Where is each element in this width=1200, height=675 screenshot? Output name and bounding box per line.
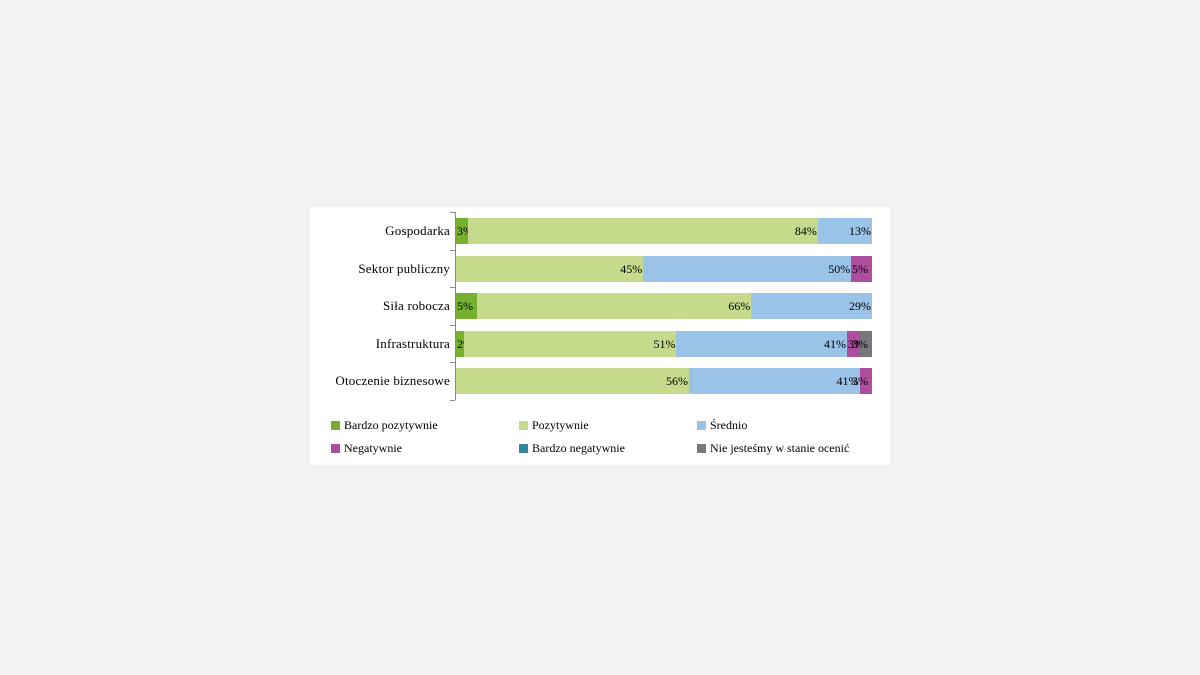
axis-tick bbox=[450, 324, 455, 326]
legend-swatch-icon bbox=[519, 443, 528, 453]
bar-row: Sektor publiczny 45% 50% 5% bbox=[310, 250, 890, 288]
legend-swatch-icon bbox=[697, 443, 706, 453]
bar-segment-negatywnie bbox=[859, 368, 872, 395]
bar-segment-nie-jesteśmy-w-stanie-ocenić bbox=[859, 330, 872, 357]
legend-label: Bardzo pozytywnie bbox=[344, 417, 438, 432]
legend: Bardzo pozytywnie Pozytywnie Średnio Negaty… bbox=[310, 412, 890, 465]
category-label: Otoczenie biznesowe bbox=[335, 373, 450, 389]
axis-tick bbox=[450, 212, 455, 213]
chart-panel: Gospodarka 3% 84% 13% Sektor publiczny 45% 50%… bbox=[310, 207, 890, 465]
legend-item: Negatywnie bbox=[331, 440, 402, 456]
data-label: 51% bbox=[653, 336, 676, 351]
category-label: Infrastruktura bbox=[375, 335, 450, 351]
category-label: Sektor publiczny bbox=[358, 260, 450, 276]
data-label: 13% bbox=[849, 224, 871, 238]
bar-segment-pozytywnie bbox=[476, 293, 752, 320]
data-label: 5% bbox=[457, 299, 473, 314]
legend-swatch-icon bbox=[697, 420, 706, 430]
legend-label: Bardzo negatywnie bbox=[532, 440, 625, 455]
data-label: 5% bbox=[852, 261, 868, 276]
legend-item: Bardzo pozytywnie bbox=[331, 417, 438, 433]
bar-row: Infrastruktura2%51%41%3%3% bbox=[310, 325, 890, 363]
axis-tick bbox=[450, 287, 455, 289]
data-label: 84% bbox=[794, 224, 817, 238]
bar-segment-średnio bbox=[688, 368, 860, 395]
axis-tick bbox=[450, 400, 455, 401]
data-label: 56% bbox=[665, 374, 688, 389]
data-label: 41% bbox=[824, 336, 847, 351]
bar-row: Otoczenie biznesowe 56% 41% 3% bbox=[310, 362, 890, 400]
legend-swatch-icon bbox=[331, 443, 340, 453]
bar-track: 45% 50% 5% bbox=[456, 255, 872, 282]
bar-segment-średnio bbox=[643, 255, 852, 282]
bar-segment-pozytywnie bbox=[456, 255, 644, 282]
plot-area: Gospodarka 3% 84% 13% Sektor publiczny 45% 50%… bbox=[310, 212, 890, 401]
axis-tick bbox=[450, 249, 455, 251]
legend-swatch-icon bbox=[519, 420, 528, 430]
data-label: 50% bbox=[828, 261, 851, 276]
data-label: 29% bbox=[849, 299, 871, 314]
legend-label: Negatywnie bbox=[344, 440, 402, 455]
legend-label: Nie jesteśmy w stanie ocenić bbox=[710, 440, 850, 455]
legend-swatch-icon bbox=[331, 420, 340, 430]
legend-item: Bardzo negatywnie bbox=[519, 440, 625, 456]
bar-segment-bardzo-pozytywnie bbox=[456, 218, 469, 244]
data-label: 41% bbox=[836, 374, 859, 389]
bar-segment-pozytywnie bbox=[464, 330, 677, 357]
bar-track: 56% 41% 3% bbox=[456, 368, 872, 395]
bar-track: 3% 84% 13% bbox=[456, 218, 872, 244]
legend-item: Pozytywnie bbox=[519, 417, 589, 433]
bar-segment-negatywnie bbox=[847, 330, 860, 357]
legend-item: Nie jesteśmy w stanie ocenić bbox=[697, 440, 849, 456]
data-label: 3% bbox=[852, 374, 868, 389]
axis-tick bbox=[450, 362, 455, 364]
bar-segment-pozytywnie bbox=[468, 218, 818, 244]
bar-row: Gospodarka 3% 84% 13% bbox=[310, 212, 890, 250]
legend-label: Pozytywnie bbox=[532, 417, 589, 432]
bar-segment-średnio bbox=[817, 218, 872, 244]
bar-segment-negatywnie bbox=[851, 255, 872, 282]
bar-segment-bardzo-pozytywnie bbox=[456, 330, 465, 357]
bar-row: Siła robocza 5% 66% 29% bbox=[310, 287, 890, 325]
bar-segment-średnio bbox=[676, 330, 848, 357]
bar-segment-pozytywnie bbox=[456, 368, 689, 395]
data-label: 3% bbox=[852, 336, 868, 351]
data-label: 66% bbox=[728, 299, 751, 314]
category-label: Siła robocza bbox=[382, 298, 450, 314]
legend-label: Średnio bbox=[710, 417, 748, 432]
y-axis-line bbox=[455, 212, 456, 400]
bar-segment-bardzo-pozytywnie bbox=[456, 293, 477, 320]
bar-track: 2%51%41%3%3% bbox=[456, 330, 872, 357]
category-label: Gospodarka bbox=[385, 223, 450, 238]
data-label: 45% bbox=[620, 261, 643, 276]
bar-segment-średnio bbox=[751, 293, 872, 320]
legend-item: Średnio bbox=[697, 417, 747, 433]
bar-track: 5% 66% 29% bbox=[456, 293, 872, 320]
